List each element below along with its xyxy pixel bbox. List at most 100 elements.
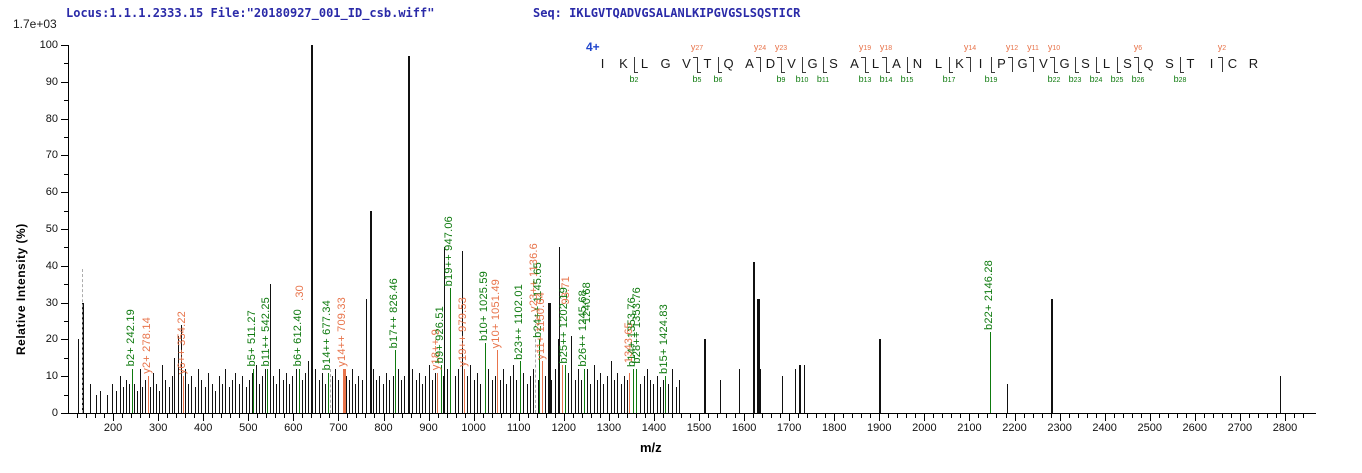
spectrum-peak — [204, 387, 206, 413]
ladder-residue: S — [1081, 56, 1090, 71]
peak-label: y2+ 278.14 — [141, 317, 154, 375]
peak-label: 1240.68 — [580, 281, 593, 323]
fragmentation-mark — [781, 57, 782, 72]
x-axis-tick — [635, 414, 637, 418]
spectrum-peak — [431, 379, 433, 413]
spectrum-peak — [477, 372, 479, 413]
x-axis-tick-label: 1400 — [641, 422, 667, 434]
y-axis-tick — [61, 155, 68, 157]
y-axis-tick-label: 60 — [45, 186, 58, 199]
spectrum-peak — [756, 298, 760, 413]
spectrum-peak — [142, 387, 144, 413]
spectrum-peak — [554, 368, 556, 413]
ladder-residue: I — [600, 56, 605, 71]
ladder-residue: R — [1248, 56, 1259, 71]
x-axis-tick — [1050, 414, 1052, 418]
spectrum-peak — [345, 376, 347, 413]
spectrum-peak — [535, 313, 537, 413]
x-axis-tick — [239, 414, 241, 418]
peak-label: b9+ 926.51 — [433, 305, 446, 364]
b-ion-arm — [634, 72, 638, 73]
y-axis-tick — [64, 137, 68, 138]
y-ion-label: y23 — [774, 42, 788, 52]
fragmentation-mark — [1054, 57, 1055, 72]
fragmentation-mark — [697, 57, 698, 72]
spectrum-peak — [95, 394, 97, 413]
fragmentation-mark — [1096, 57, 1097, 72]
peak-label: b14++ 677.34 — [321, 300, 334, 371]
spectrum-peak — [397, 368, 399, 413]
x-axis-tick — [897, 414, 899, 418]
peak-label: .30 — [294, 284, 307, 301]
x-axis-tick — [626, 414, 628, 418]
fragmentation-mark — [1117, 57, 1118, 72]
spectrum-peak — [1280, 376, 1282, 413]
fragmentation-mark — [1222, 57, 1223, 72]
peak-label: b15+ 1424.83 — [658, 304, 671, 375]
x-axis-tick — [1023, 414, 1025, 418]
spectrum-peak — [551, 379, 553, 413]
x-axis-tick — [230, 414, 232, 418]
spectrum-peak — [804, 365, 806, 413]
spectrum-peak — [509, 376, 511, 413]
spectrum-peak — [389, 379, 391, 413]
y-ion-arm — [1008, 57, 1012, 58]
peak-label: y10+ 1051.49 — [489, 279, 502, 349]
y-ion-label: y18 — [879, 42, 893, 52]
x-axis-tick — [852, 414, 854, 418]
ladder-residue: N — [912, 56, 923, 71]
b-ion-arm — [718, 72, 722, 73]
spectrum-peak — [89, 383, 91, 413]
peak-label: y11+ 1150.64 — [534, 291, 547, 360]
ladder-residue: G — [1017, 56, 1028, 71]
x-axis-tick — [95, 414, 97, 418]
spectrum-peak — [659, 387, 661, 413]
ladder-residue: K — [955, 56, 964, 71]
spectrum-peak — [168, 387, 170, 413]
spectrum-peak — [462, 251, 464, 413]
ladder-residue: A — [892, 56, 901, 71]
x-axis-tick — [221, 414, 223, 418]
spectrum-peak — [526, 383, 528, 413]
x-axis-tick — [1239, 414, 1241, 421]
spectrum-peak — [653, 383, 655, 413]
x-axis-tick — [1149, 414, 1151, 421]
x-axis-tick — [987, 414, 989, 418]
spectrum-peak — [466, 376, 468, 413]
b-ion-label: b14 — [879, 74, 893, 84]
fragmentation-mark — [760, 57, 761, 72]
y-axis-tick — [64, 357, 68, 359]
spectrum-peak — [600, 372, 602, 413]
x-axis-tick-label: 1500 — [686, 422, 712, 434]
x-axis-tick — [257, 414, 259, 418]
fragmentation-mark — [1075, 57, 1076, 72]
x-axis-tick-label: 1600 — [731, 422, 757, 434]
spectrum-peak — [665, 376, 667, 413]
spectrum-peak — [506, 383, 508, 413]
spectrum-peak — [593, 365, 595, 413]
x-axis-tick-label: 200 — [103, 422, 123, 434]
spectrum-peak — [603, 383, 605, 413]
x-axis-tick-label: 600 — [284, 422, 303, 434]
x-axis-tick-label: 1100 — [506, 422, 531, 434]
ladder-residue: V — [1039, 56, 1048, 71]
spectrum-peak — [171, 376, 173, 413]
spectrum-peak — [568, 372, 570, 413]
spectrum-peak — [557, 339, 559, 413]
spectrum-peak — [225, 368, 227, 413]
y-axis-tick — [64, 394, 68, 396]
intensity-scale-note: 1.7e+03 — [13, 17, 57, 31]
spectrum-peak — [305, 372, 307, 413]
spectrum-peak — [561, 365, 563, 413]
spectrum-peak — [125, 379, 127, 413]
spectrum-peak — [81, 269, 83, 413]
spectrum-peak — [106, 394, 108, 413]
x-axis-tick — [870, 414, 872, 418]
x-axis-tick — [662, 414, 664, 418]
spectrum-peak — [253, 368, 255, 413]
spectrum-peak — [342, 368, 346, 413]
spectrum-peak — [428, 365, 430, 413]
spectrum-peak — [449, 357, 451, 413]
x-axis-tick — [347, 414, 349, 418]
x-axis-tick — [951, 414, 953, 418]
